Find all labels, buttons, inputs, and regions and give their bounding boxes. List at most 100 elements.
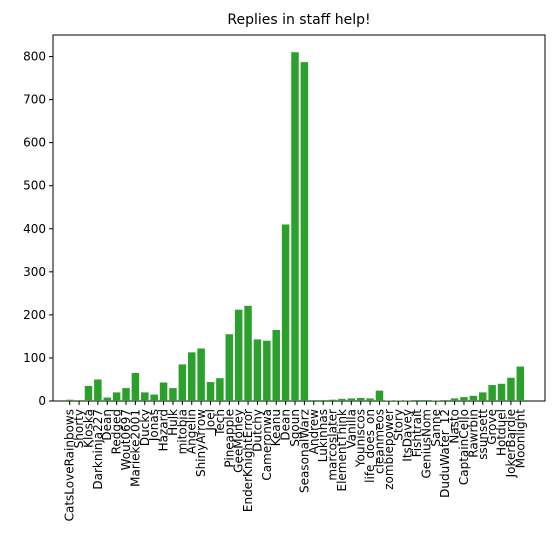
x-tick-label: Ducky [138,409,152,446]
bar [197,348,205,401]
bar [234,309,243,401]
x-tick-label: Dutchy [250,409,264,452]
y-tick-label: 100 [23,351,46,365]
bar [84,385,93,401]
x-tick-label: ssunsett [476,409,490,460]
bar [122,388,130,401]
x-tick-label: Joel [204,409,218,432]
bar [507,377,515,401]
x-tick-label: ShinyArrow [194,409,208,477]
x-tick-label: JokerBardie [504,409,518,478]
bar [347,398,356,401]
bar [159,382,168,401]
x-tick-label: marcoslater [326,409,340,481]
bar [187,352,196,401]
bar [131,373,140,401]
y-tick-label: 500 [23,179,46,193]
x-tick-label: Keanu [269,409,283,446]
bar [450,398,459,401]
x-tick-label: Grove [485,409,499,445]
bar [366,398,374,401]
bar [150,394,158,401]
bar [216,378,224,401]
bar [422,400,431,401]
x-axis-ticks: CatsLoveRainbowsShortyKloskaDarkninja227… [63,401,527,521]
bar [65,399,74,401]
x-tick-label: Rawrbin [466,409,480,458]
x-tick-label: Vanilla [344,409,358,449]
bar [338,398,346,401]
bar [310,400,318,401]
x-tick-label: Dean [100,409,114,441]
x-tick-label: GeeMoney [232,409,246,473]
x-tick-label: Jonas [147,409,161,442]
bar [178,364,187,401]
x-tick-label: Darkninja227 [91,409,105,490]
chart-title: Replies in staff help! [227,12,370,28]
x-tick-label: Cameronwa [260,409,274,481]
bar [291,52,299,401]
bar [206,382,215,401]
x-tick-label: DuduWater_12 [438,409,452,498]
x-tick-label: Lukinhas [316,409,330,462]
x-tick-label: Hulk [166,409,180,436]
x-tick-label: Nasto [448,409,462,444]
y-tick-label: 600 [23,136,46,150]
bar [94,379,102,401]
y-tick-label: 400 [23,222,46,236]
x-tick-label: Sgoun [288,409,302,447]
x-tick-label: life_does_on [363,409,377,483]
y-axis-ticks: 0 100 200 300 400 500 600 700 800 [23,50,53,408]
y-tick-label: 0 [38,394,46,408]
x-tick-label: Wout0697 [119,409,133,470]
x-tick-label: zombiepower [382,409,396,490]
bars-group [65,52,525,401]
x-tick-label: Dean [279,409,293,441]
x-tick-label: Andrew [307,409,321,454]
bar [272,329,280,401]
x-tick-label: Angelin [185,409,199,454]
bar [225,334,234,401]
x-tick-label: Youniscos [354,409,368,468]
bar [141,392,149,401]
x-tick-label: cleanmeos [372,409,386,474]
x-tick-label: ItsDavey [401,409,415,462]
bar [460,397,468,401]
bar [103,397,111,401]
x-tick-label: Story [391,409,405,441]
bar [112,392,121,401]
y-tick-label: 200 [23,308,46,322]
bar [319,400,327,401]
bar [375,390,384,401]
x-tick-label: Hazard [157,409,171,451]
bar [253,339,262,401]
bar [263,340,271,401]
bar [497,383,506,401]
bar [169,388,177,401]
x-tick-label: Sanne [429,409,443,447]
x-tick-label: Marieke2001 [128,409,142,487]
plot-frame [52,34,546,402]
x-tick-label: Pineapple [222,409,236,468]
x-tick-label: Redged [110,409,124,454]
y-tick-label: 700 [23,93,46,107]
x-tick-label: CaptainCello [457,409,471,485]
bar [488,385,496,401]
x-tick-label: ElementThink [335,409,349,492]
bar [356,397,365,401]
x-tick-label: Tech [213,409,227,437]
bar [413,400,421,401]
x-tick-label: CatsLoveRainbows [63,409,77,521]
bar [281,224,290,401]
x-tick-label: Kloska [81,409,95,448]
bar [244,305,252,401]
x-tick-label: Fishtrait [410,409,424,458]
x-tick-label: Shorty [72,409,86,448]
x-tick-label: Moonlight [513,409,527,469]
x-tick-label: SeasonalWarz [297,409,311,493]
bar [516,366,525,401]
bar [479,392,487,401]
bar [469,395,478,401]
bar [328,399,337,401]
